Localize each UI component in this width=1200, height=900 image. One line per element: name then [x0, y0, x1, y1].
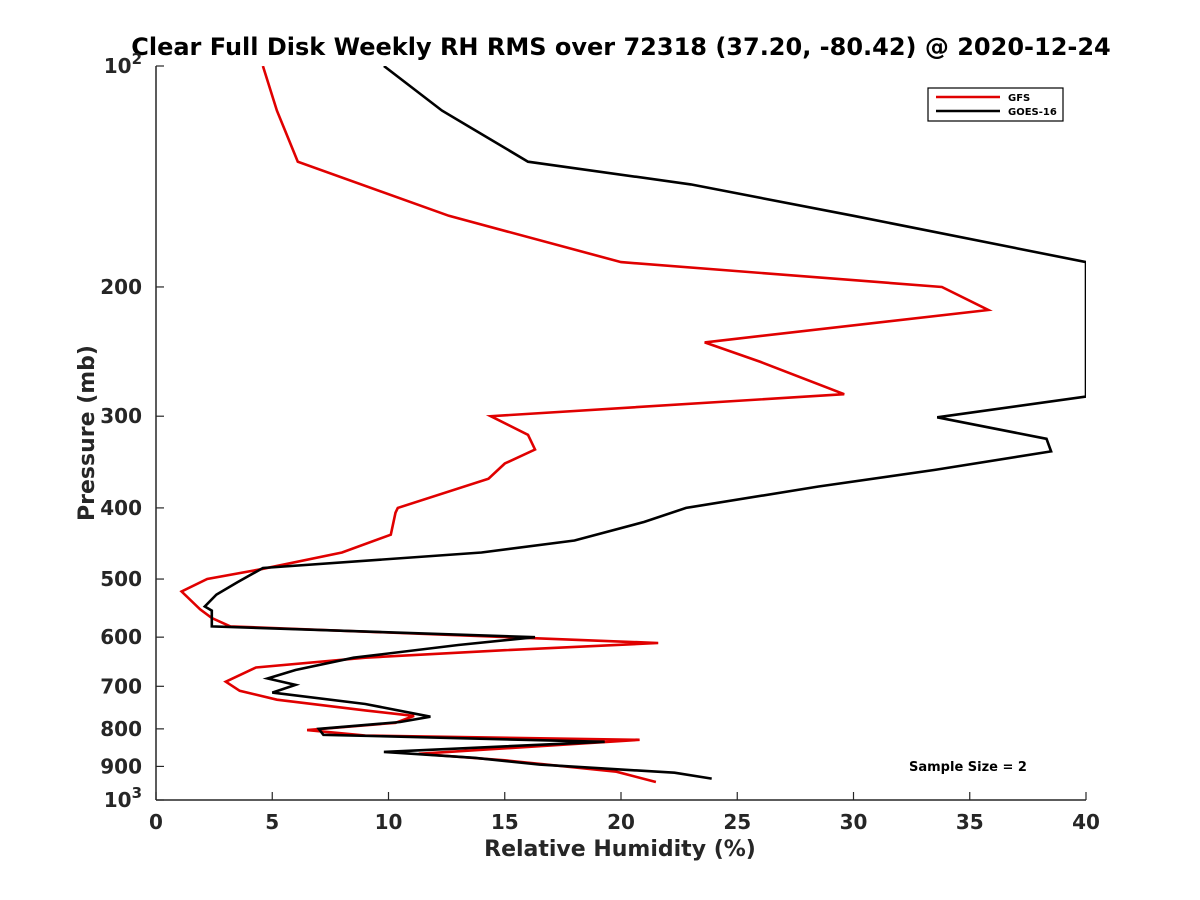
series-layer [179, 66, 1086, 784]
chart-title: Clear Full Disk Weekly RH RMS over 72318… [131, 33, 1111, 61]
series-line-goes-16 [202, 66, 1086, 780]
x-tick-label: 20 [607, 810, 635, 834]
y-tick-label: 103 [104, 784, 142, 812]
x-tick-label: 10 [375, 810, 403, 834]
x-tick-label: 25 [723, 810, 751, 834]
x-tick-label: 30 [840, 810, 868, 834]
x-tick-label: 40 [1072, 810, 1100, 834]
series-line-gfs [179, 66, 993, 784]
legend-box [927, 87, 1064, 122]
x-tick-label: 15 [491, 810, 519, 834]
x-tick-label: 0 [149, 810, 163, 834]
y-tick-label: 900 [100, 754, 142, 778]
plot-area: 0 5 10 15 20 25 30 35 40 102 200 300 400 500 600 700 800… [100, 50, 1100, 834]
axes-layer: 0 5 10 15 20 25 30 35 40 102 200 300 400 500 600 700 800… [100, 50, 1100, 834]
y-axis-title: Pressure (mb) [75, 345, 100, 521]
x-tick-label: 5 [265, 810, 279, 834]
y-tick-label: 700 [100, 674, 142, 698]
legend-label-goes-16: GOES-16 [1008, 107, 1057, 118]
y-tick-label: 600 [100, 625, 142, 649]
y-tick-label: 200 [100, 275, 142, 299]
y-tick-label: 400 [100, 496, 142, 520]
y-tick-label: 800 [100, 717, 142, 741]
x-axis-title: Relative Humidity (%) [484, 837, 756, 862]
sample-size-annotation: Sample Size = 2 [909, 760, 1027, 775]
y-tick-label: 102 [104, 50, 142, 78]
legend-label-gfs: GFS [1008, 93, 1030, 104]
legend: GFS GOES-16 [927, 87, 1064, 122]
y-tick-label: 500 [100, 567, 142, 591]
y-tick-label: 300 [100, 404, 142, 428]
x-tick-label: 35 [956, 810, 984, 834]
